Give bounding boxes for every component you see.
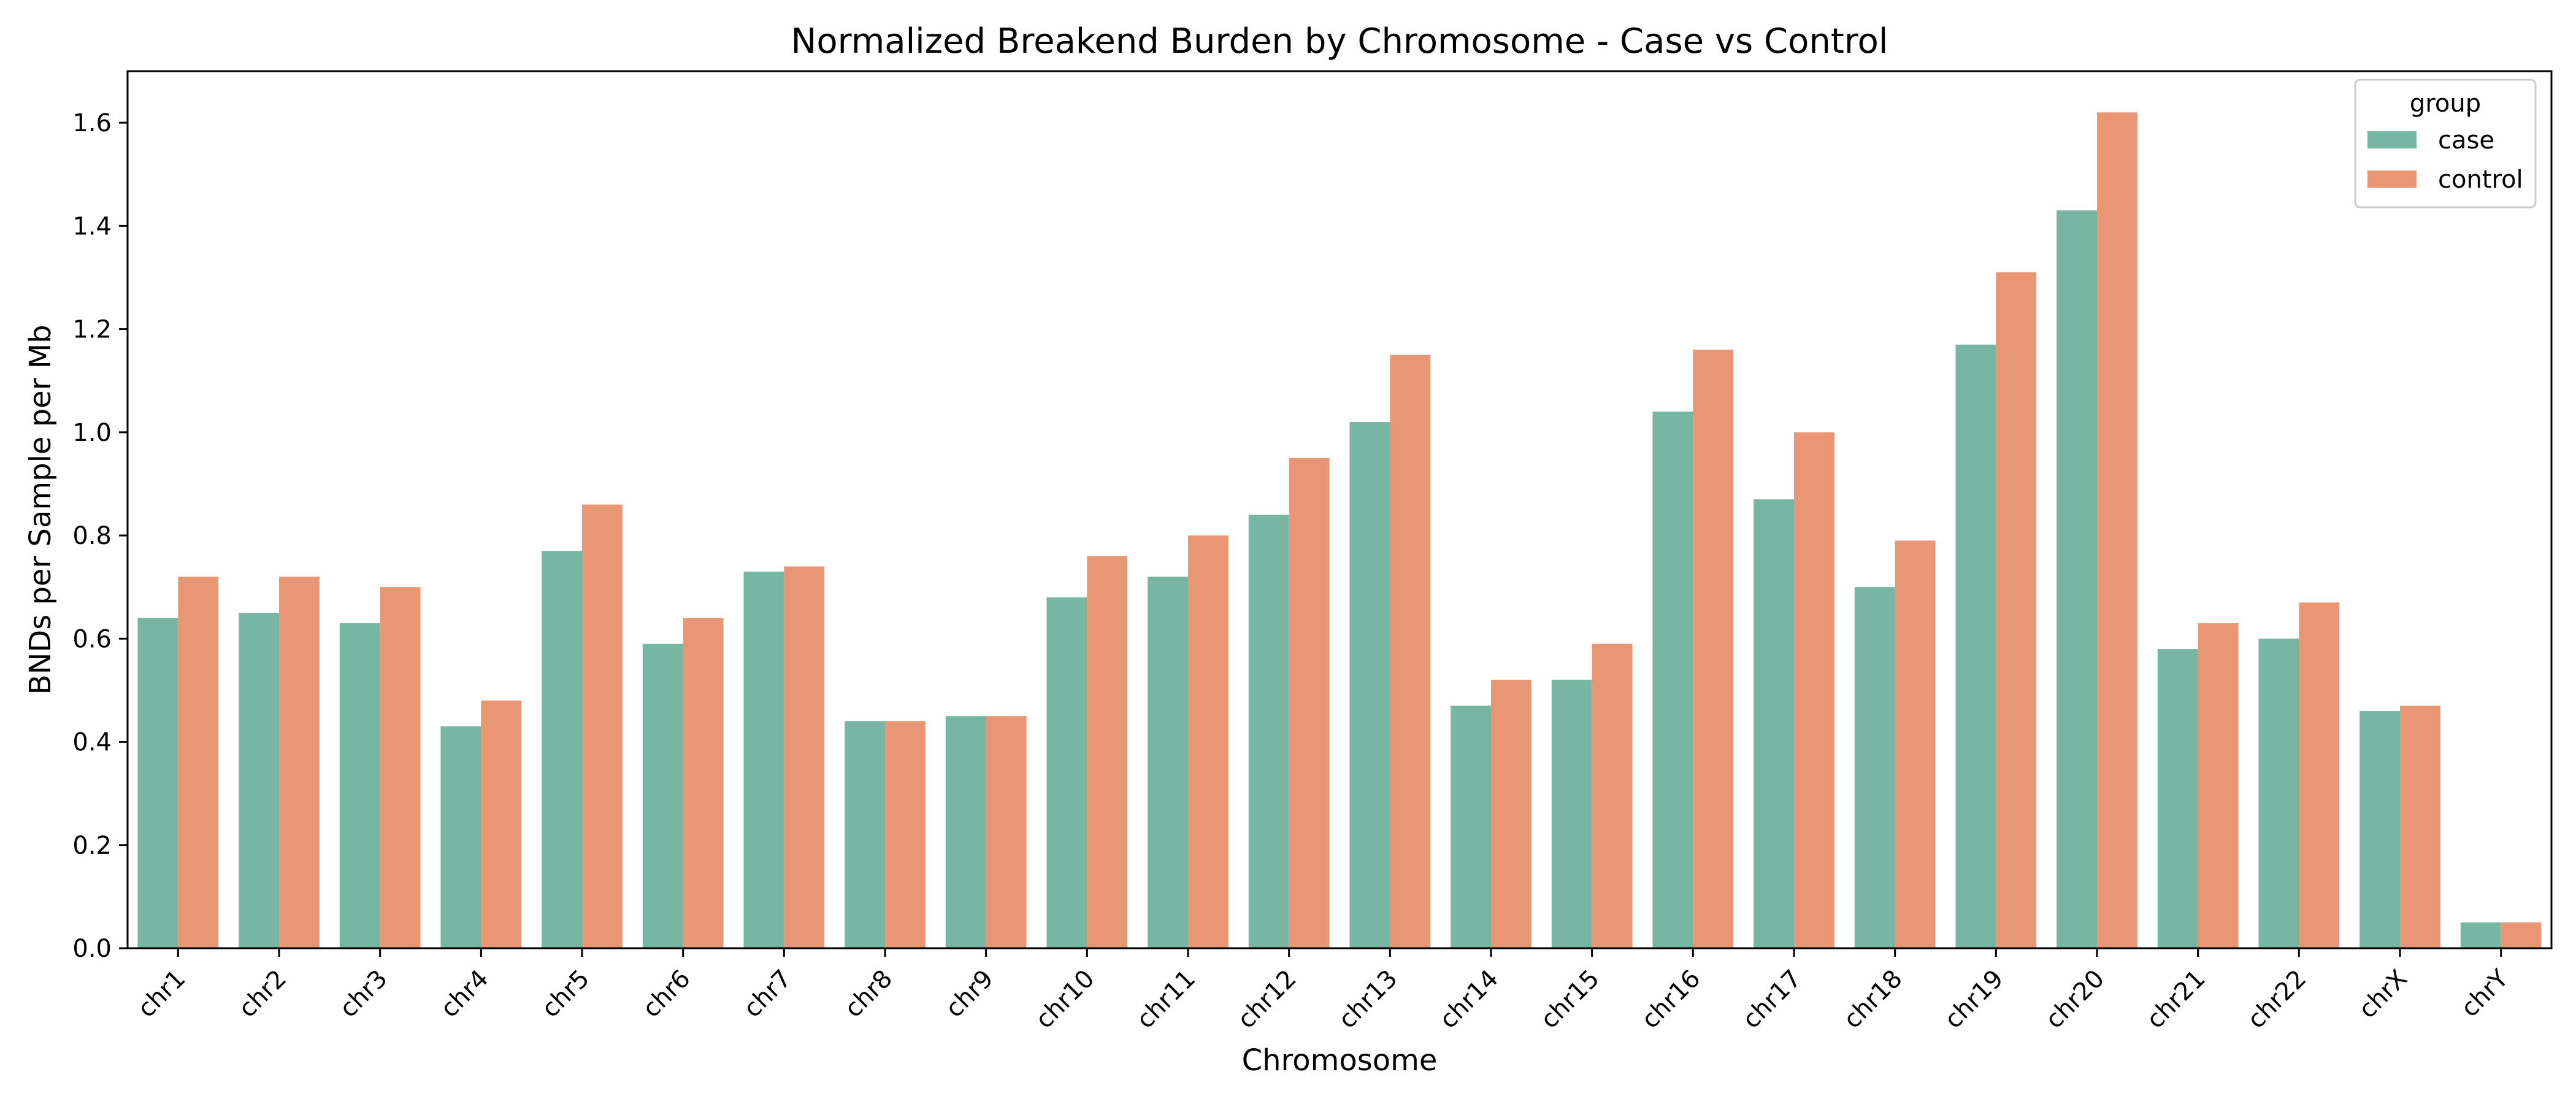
x-tick-label: chr11 bbox=[1131, 965, 1201, 1035]
bar-control-chr14 bbox=[1491, 680, 1531, 948]
x-tick-label: chr21 bbox=[2141, 965, 2211, 1035]
x-tick-label: chr9 bbox=[940, 965, 999, 1024]
bar-case-chr3 bbox=[339, 623, 380, 948]
y-tick-label: 0.4 bbox=[72, 729, 112, 757]
x-tick-label: chr16 bbox=[1636, 965, 1706, 1035]
bar-control-chr2 bbox=[279, 577, 320, 948]
bar-control-chr10 bbox=[1087, 556, 1128, 948]
bar-case-chr5 bbox=[542, 551, 582, 948]
bar-case-chr18 bbox=[1854, 587, 1895, 948]
x-tick-label: chr13 bbox=[1333, 965, 1403, 1035]
bar-case-chr19 bbox=[1955, 344, 1996, 948]
y-tick-label: 1.6 bbox=[72, 109, 112, 137]
x-tick-label: chr1 bbox=[132, 965, 191, 1024]
x-tick-label: chr5 bbox=[536, 965, 595, 1024]
x-tick-label: chr15 bbox=[1535, 965, 1605, 1035]
bar-case-chr11 bbox=[1148, 577, 1188, 948]
x-tick-label: chr8 bbox=[839, 965, 898, 1024]
bar-control-chr7 bbox=[784, 566, 825, 948]
bar-case-chr15 bbox=[1551, 680, 1592, 948]
bar-case-chrY bbox=[2460, 922, 2501, 948]
y-tick-label: 0.8 bbox=[72, 522, 112, 550]
x-tick-label: chr3 bbox=[334, 965, 393, 1024]
bar-control-chr11 bbox=[1188, 535, 1229, 948]
x-axis: chr1 chr2 chr3 chr4 chr5 chr6 chr7 chr8 chr9 chr1… bbox=[132, 948, 2514, 1034]
bar-case-chr4 bbox=[440, 726, 481, 948]
bar-control-chr9 bbox=[986, 716, 1027, 948]
y-tick-label: 0.0 bbox=[72, 935, 112, 963]
bar-case-chr21 bbox=[2157, 649, 2198, 948]
x-tick-label: chr18 bbox=[1838, 965, 1908, 1035]
x-tick-label: chr14 bbox=[1434, 965, 1504, 1035]
legend: group case control bbox=[2354, 79, 2537, 209]
bar-case-chr8 bbox=[845, 721, 885, 948]
x-tick-label: chr2 bbox=[233, 965, 292, 1024]
bar-control-chr5 bbox=[582, 504, 623, 948]
y-axis-label: BNDs per Sample per Mb bbox=[23, 324, 58, 694]
x-tick-label: chr12 bbox=[1232, 965, 1302, 1035]
x-tick-label: chrX bbox=[2353, 965, 2413, 1024]
legend-label-case: case bbox=[2438, 126, 2494, 155]
y-tick-label: 0.6 bbox=[72, 625, 112, 653]
bar-case-chr22 bbox=[2258, 638, 2299, 948]
bar-control-chr18 bbox=[1895, 540, 1936, 948]
bar-case-chr1 bbox=[137, 618, 178, 948]
bar-control-chr1 bbox=[178, 577, 219, 948]
bar-control-chr8 bbox=[885, 721, 926, 948]
bar-case-chr12 bbox=[1248, 515, 1289, 948]
bar-control-chr3 bbox=[380, 587, 421, 948]
bar-control-chr22 bbox=[2299, 602, 2340, 948]
bar-case-chr2 bbox=[239, 613, 279, 948]
bar-control-chr21 bbox=[2198, 623, 2239, 948]
bar-case-chr7 bbox=[743, 571, 784, 948]
bar-case-chrX bbox=[2359, 711, 2400, 948]
legend-swatch-control bbox=[2367, 171, 2417, 188]
legend-title: group bbox=[2410, 90, 2481, 118]
y-tick-label: 1.2 bbox=[72, 316, 112, 344]
bar-control-chr19 bbox=[1996, 272, 2037, 948]
bar-control-chr16 bbox=[1693, 350, 1734, 948]
bar-control-chr4 bbox=[481, 700, 522, 948]
bar-control-chr12 bbox=[1289, 458, 1330, 948]
bar-case-chr6 bbox=[642, 643, 683, 948]
y-tick-label: 1.4 bbox=[72, 212, 112, 240]
bar-case-chr13 bbox=[1349, 422, 1390, 948]
x-tick-label: chr19 bbox=[1939, 965, 2009, 1035]
bars-group bbox=[137, 112, 2542, 948]
x-tick-label: chr7 bbox=[738, 965, 797, 1024]
bar-control-chr6 bbox=[683, 618, 724, 948]
y-tick-label: 0.2 bbox=[72, 832, 112, 860]
bar-case-chr16 bbox=[1652, 412, 1693, 948]
y-tick-label: 1.0 bbox=[72, 419, 112, 447]
x-tick-label: chrY bbox=[2456, 964, 2514, 1022]
bar-case-chr14 bbox=[1451, 705, 1491, 948]
x-tick-label: chr20 bbox=[2040, 965, 2110, 1035]
bar-control-chr13 bbox=[1390, 355, 1431, 948]
bar-control-chrX bbox=[2400, 705, 2440, 948]
plot-frame bbox=[126, 70, 2553, 949]
bar-control-chrY bbox=[2501, 922, 2542, 948]
x-axis-label: Chromosome bbox=[1242, 1043, 1438, 1078]
x-tick-label: chr10 bbox=[1030, 965, 1100, 1035]
bar-control-chr17 bbox=[1794, 432, 1834, 948]
x-tick-label: chr6 bbox=[637, 965, 696, 1024]
x-tick-label: chr22 bbox=[2242, 965, 2312, 1035]
x-tick-label: chr17 bbox=[1737, 965, 1807, 1035]
y-axis: 0.0 0.2 0.4 0.6 0.8 1.0 1.2 1.4 1.6 bbox=[72, 109, 128, 963]
bar-case-chr17 bbox=[1754, 499, 1794, 948]
legend-swatch-case bbox=[2367, 131, 2417, 148]
bar-case-chr20 bbox=[2057, 210, 2097, 948]
chart-title: Normalized Breakend Burden by Chromosome… bbox=[791, 21, 1888, 61]
bar-control-chr20 bbox=[2097, 112, 2137, 948]
legend-label-control: control bbox=[2438, 166, 2523, 194]
bar-control-chr15 bbox=[1592, 643, 1633, 948]
bar-case-chr9 bbox=[945, 716, 986, 948]
x-tick-label: chr4 bbox=[435, 965, 494, 1024]
bar-case-chr10 bbox=[1046, 597, 1087, 948]
